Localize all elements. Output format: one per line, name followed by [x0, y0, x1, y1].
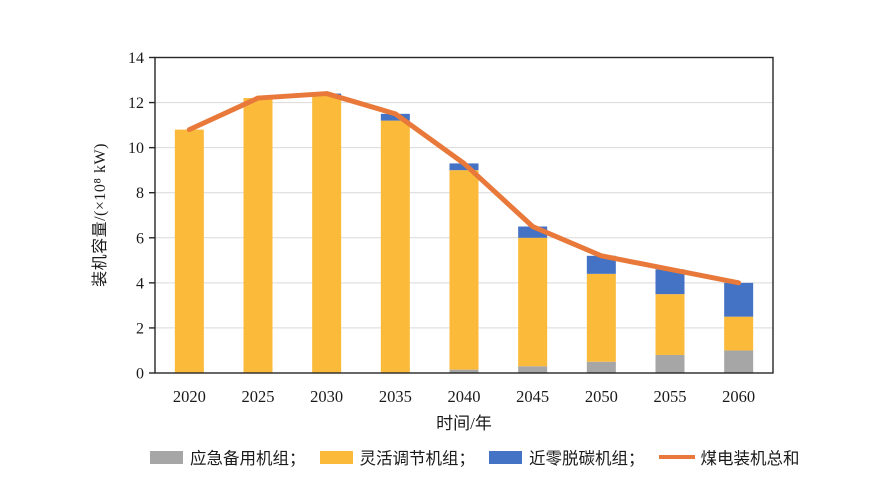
legend-label: 煤电装机总和 — [700, 449, 800, 468]
y-tick-label: 2 — [136, 320, 144, 337]
y-tick-label: 4 — [136, 275, 144, 292]
x-tick-label: 2055 — [654, 387, 687, 406]
y-axis-title: 装机容量/(×10⁸ kW) — [92, 143, 109, 287]
legend-line-marker — [658, 454, 695, 460]
bar-segment — [243, 98, 273, 374]
legend-item: 煤电装机总和 — [658, 445, 800, 469]
x-tick-label: 2025 — [242, 387, 275, 406]
x-tick-label: 2030 — [310, 387, 343, 406]
bar-segment — [724, 282, 754, 317]
bar-segment — [724, 316, 754, 351]
y-tick-label: 10 — [128, 140, 144, 157]
bar-segment — [449, 369, 479, 373]
x-tick-label: 2040 — [448, 387, 481, 406]
bar-segment — [518, 226, 548, 238]
x-tick-label: 2020 — [173, 387, 206, 406]
bar-segment — [312, 95, 342, 373]
bar-segment — [174, 129, 204, 373]
bar-segment — [655, 354, 685, 373]
bar-segment — [586, 273, 616, 362]
bar-segment — [586, 255, 616, 274]
x-axis-title: 时间/年 — [436, 414, 492, 433]
plot-border — [154, 56, 774, 374]
x-tick-label: 2035 — [379, 387, 412, 406]
bar-segment — [586, 361, 616, 373]
bar-segment — [518, 366, 548, 373]
x-tick-label: 2045 — [516, 387, 549, 406]
y-tick-label: 14 — [128, 50, 144, 67]
bar-segment — [724, 350, 754, 373]
bar-segment — [380, 113, 410, 121]
bar-segment — [380, 120, 410, 373]
legend-label: 应急备用机组； — [190, 449, 306, 468]
legend-label: 近零脱碳机组； — [529, 449, 645, 468]
legend-label: 灵活调节机组； — [359, 449, 476, 468]
legend-item: 近零脱碳机组； — [489, 445, 645, 469]
total-line — [186, 91, 742, 286]
legend-swatch — [150, 450, 183, 464]
legend-swatch — [489, 450, 522, 464]
legend-item: 灵活调节机组； — [319, 445, 476, 469]
x-tick-label: 2060 — [722, 387, 755, 406]
x-tick-label: 2050 — [585, 387, 618, 406]
legend-swatch — [319, 450, 353, 464]
bar-segment — [655, 294, 685, 355]
bar-segment — [518, 237, 548, 367]
y-tick-label: 0 — [136, 366, 144, 383]
legend: 应急备用机组； 灵活调节机组； 近零脱碳机组； 煤电装机总和 — [150, 445, 814, 469]
y-tick-label: 12 — [128, 95, 144, 112]
bar-segment — [449, 170, 479, 370]
legend-item: 应急备用机组； — [150, 445, 306, 469]
y-tick-label: 6 — [136, 230, 144, 247]
y-tick-label: 8 — [136, 185, 144, 202]
